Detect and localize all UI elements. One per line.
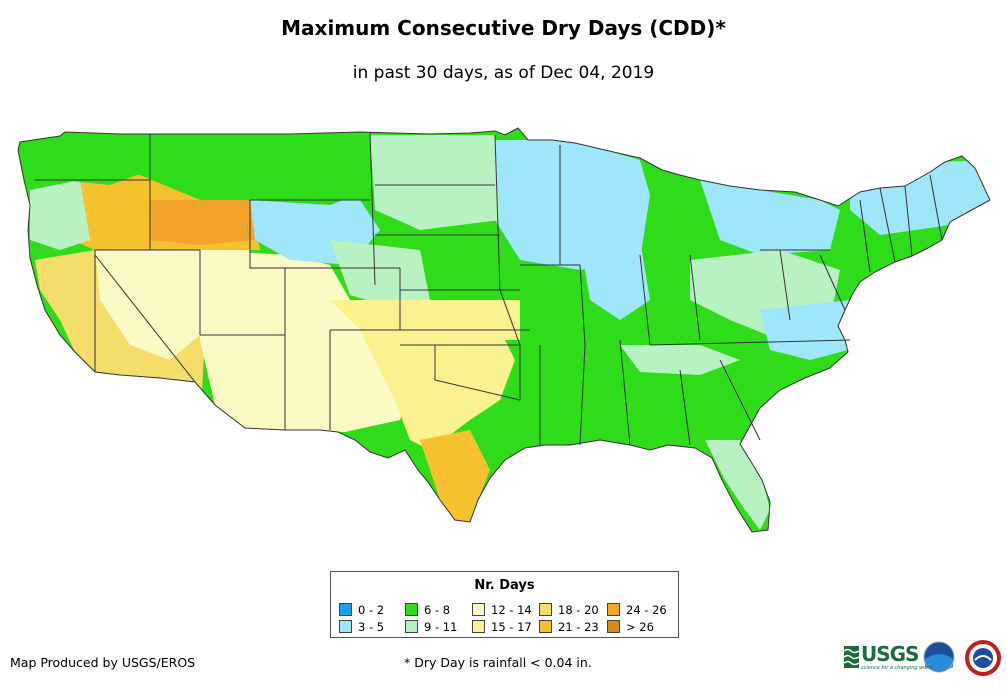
legend-swatch [539, 620, 552, 633]
region-nevada [95, 250, 200, 360]
region-washington [25, 135, 175, 185]
usgs-logo-text: USGS [861, 642, 919, 666]
legend-item: 12 - 14 [472, 601, 539, 618]
region-dakotas [370, 135, 500, 230]
logo-graphics [843, 640, 1001, 676]
legend-swatch [339, 620, 352, 633]
state-border [779, 249, 791, 321]
legend-item: 21 - 23 [539, 618, 607, 635]
state-border [689, 254, 701, 341]
state-border [434, 345, 521, 401]
region-illinois-indiana [580, 240, 650, 320]
state-border [499, 289, 521, 346]
legend-label: 9 - 11 [424, 619, 458, 634]
state-border [859, 199, 871, 273]
state-border [17, 127, 991, 533]
legend-item: 15 - 17 [472, 618, 539, 635]
state-border [719, 359, 761, 441]
legend-item: 9 - 11 [405, 618, 472, 635]
state-border [369, 131, 376, 286]
region-tennessee [620, 345, 740, 375]
state-border [579, 264, 586, 346]
legend-label: 18 - 20 [558, 602, 599, 617]
agency-logos: USGS science for a changing world [843, 639, 1003, 679]
state-border [94, 254, 196, 383]
legend-item: 6 - 8 [405, 601, 472, 618]
legend-item: 18 - 20 [539, 601, 607, 618]
legend-label: 3 - 5 [358, 619, 385, 634]
state-border [904, 185, 913, 257]
map-subtitle: in past 30 days, as of Dec 04, 2019 [352, 63, 655, 83]
legend-label: 12 - 14 [491, 602, 532, 617]
noaa-logo-icon [923, 641, 955, 673]
state-border [679, 369, 691, 446]
legend-item: 3 - 5 [339, 618, 405, 635]
legend-box: Nr. Days 0 - 2 3 - 5 6 - 8 9 - 11 12 - 14 15 … [330, 571, 679, 638]
region-oregon-coast [30, 180, 90, 250]
legend-label: 15 - 17 [491, 619, 532, 634]
legend-grid: 0 - 2 3 - 5 6 - 8 9 - 11 12 - 14 15 - 17 18 - … [339, 601, 674, 635]
legend-swatch [607, 603, 620, 616]
usgs-wave-icon [843, 646, 860, 668]
footnote-text: * Dry Day is rainfall < 0.04 in. [404, 655, 592, 670]
legend-swatch [405, 603, 418, 616]
region-montana [160, 132, 370, 205]
region-oklahoma-texas [360, 315, 515, 450]
legend-swatch [472, 603, 485, 616]
legend-item: 24 - 26 [607, 601, 673, 618]
state-border [579, 344, 586, 446]
state-border [249, 200, 400, 269]
region-virginia [760, 300, 850, 360]
region-great-lakes-east [700, 180, 840, 255]
state-border [819, 254, 846, 311]
legend-swatch [405, 620, 418, 633]
region-nebraska [330, 240, 430, 310]
nws-logo-icon [965, 640, 1001, 676]
legend-swatch [607, 620, 620, 633]
legend-label: 6 - 8 [424, 602, 451, 617]
map-title: Maximum Consecutive Dry Days (CDD)* [281, 16, 726, 40]
legend-label: > 26 [626, 619, 654, 634]
legend-item: > 26 [607, 618, 673, 635]
region-south-texas [420, 430, 490, 522]
region-upper-midwest [495, 140, 650, 270]
state-border [494, 134, 501, 291]
us-dry-days-map [17, 127, 991, 533]
state-border [639, 254, 651, 346]
legend-title: Nr. Days [474, 578, 535, 593]
legend-swatch [539, 603, 552, 616]
region-southeast [520, 345, 800, 450]
state-border [879, 187, 896, 263]
legend-label: 24 - 26 [626, 602, 667, 617]
region-idaho-wyoming [150, 200, 255, 245]
region-new-england [850, 160, 990, 235]
legend-swatch [339, 603, 352, 616]
state-border [929, 174, 943, 241]
legend-label: 0 - 2 [358, 602, 385, 617]
legend-label: 21 - 23 [558, 619, 599, 634]
legend-swatch [472, 620, 485, 633]
usgs-tagline: science for a changing world [861, 665, 933, 671]
state-border [619, 339, 631, 446]
state-border [649, 339, 851, 346]
region-florida [705, 440, 770, 530]
legend-item: 0 - 2 [339, 601, 405, 618]
credit-text: Map Produced by USGS/EROS [10, 655, 196, 670]
